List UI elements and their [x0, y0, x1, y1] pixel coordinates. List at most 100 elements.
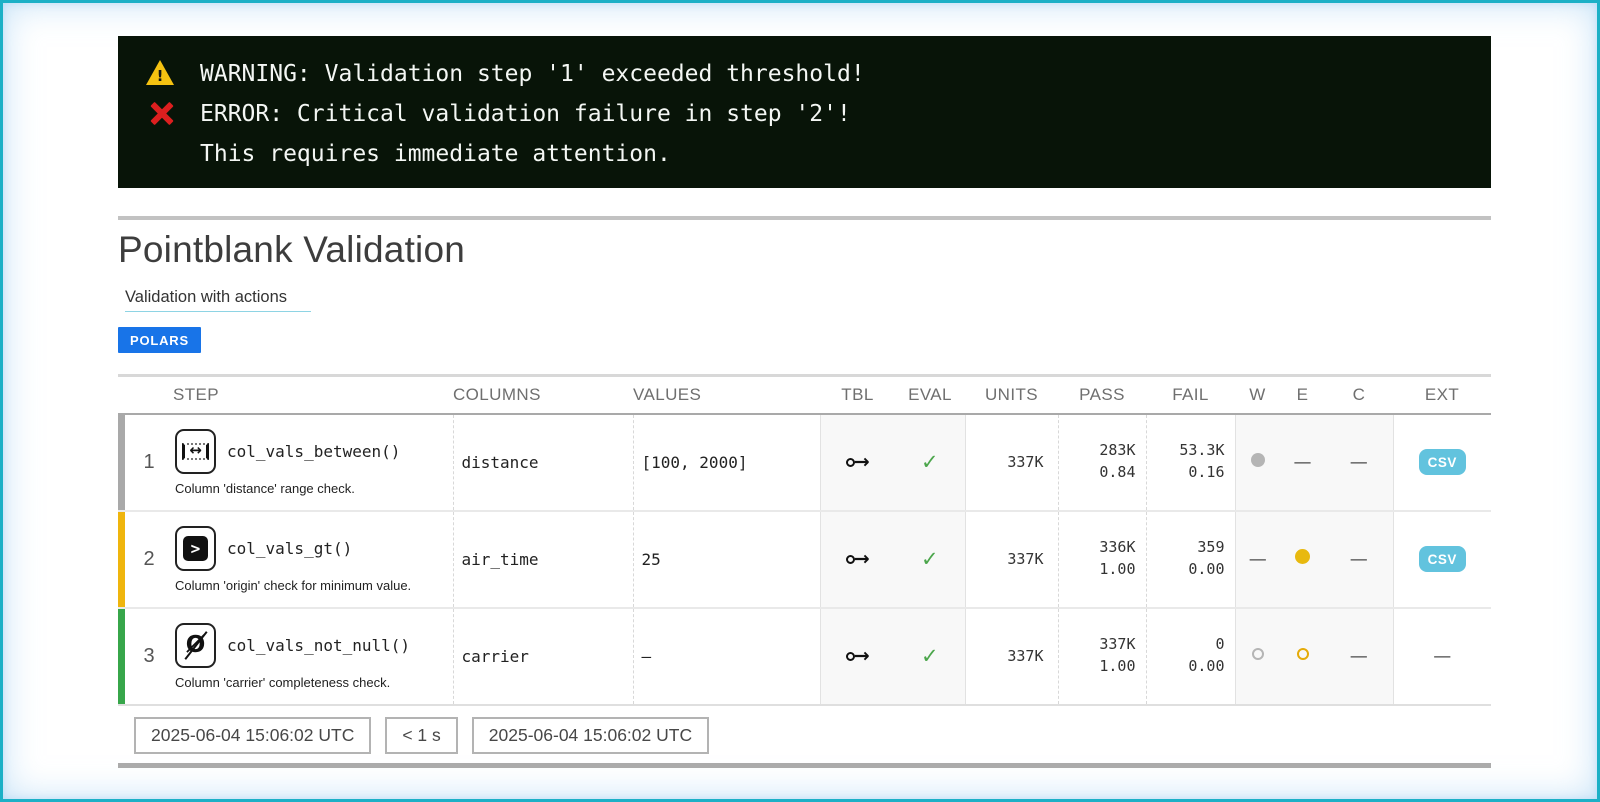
- step-cell: > col_vals_gt() Column 'origin' check fo…: [173, 509, 453, 608]
- header-step: STEP: [173, 384, 220, 404]
- pass-count: 283K: [1099, 441, 1136, 460]
- severity-bar: [118, 606, 125, 706]
- tbl-cell: →: [819, 509, 895, 608]
- fail-count: 359: [1197, 538, 1225, 557]
- header-units: UNITS: [985, 384, 1038, 404]
- header-e: E: [1296, 384, 1309, 404]
- table-row: 3 Ø col_vals_not_null() Column 'carrier'…: [118, 606, 1491, 706]
- critical-cell: —: [1325, 606, 1393, 706]
- warning-cell: [1234, 606, 1280, 706]
- severity-bar: [118, 509, 125, 608]
- table-arrow-icon: →: [845, 646, 870, 666]
- critical-cell: —: [1325, 509, 1393, 608]
- header-ext: EXT: [1424, 384, 1460, 404]
- csv-download-button[interactable]: CSV: [1418, 449, 1466, 475]
- detail-line: This requires immediate attention.: [144, 134, 1491, 174]
- validation-table: STEP COLUMNS VALUES TBL EVAL UNITS PASS …: [118, 374, 1491, 706]
- dash-none: —: [1349, 548, 1368, 570]
- eval-cell: ✓: [895, 413, 965, 511]
- fail-fraction: 0.00: [1188, 657, 1225, 675]
- dash-none: —: [1349, 451, 1368, 473]
- assertion-name: col_vals_not_null(): [227, 635, 411, 655]
- values-value: 25: [632, 509, 820, 608]
- duration: < 1 s: [385, 716, 458, 754]
- col-vals-gt-icon: >: [175, 525, 216, 571]
- step-cell: Ø col_vals_not_null() Column 'carrier' c…: [173, 606, 453, 706]
- table-arrow-icon: →: [845, 549, 870, 569]
- step-brief: Column 'origin' check for minimum value.: [175, 577, 412, 593]
- pass-fraction: 1.00: [1099, 657, 1136, 675]
- page-title: Pointblank Validation: [118, 229, 466, 270]
- error-text: ERROR: Critical validation failure in st…: [200, 101, 851, 127]
- eval-cell: ✓: [895, 606, 965, 706]
- values-value: —: [632, 606, 820, 706]
- critical-cell: —: [1325, 413, 1393, 511]
- report-subtitle: Validation with actions: [125, 288, 312, 312]
- header-values: VALUES: [633, 384, 702, 404]
- fail-cell: 0 0.00: [1145, 606, 1235, 706]
- table-footer: 2025-06-04 15:06:02 UTC < 1 s 2025-06-04…: [134, 716, 1491, 754]
- table-arrow-icon: →: [845, 452, 870, 472]
- columns-value: carrier: [452, 606, 633, 706]
- error-cell: —: [1280, 413, 1325, 511]
- error-cell: [1280, 606, 1325, 706]
- warning-cell: [1234, 413, 1280, 511]
- fail-count: 53.3K: [1179, 441, 1225, 460]
- ext-cell: CSV: [1392, 509, 1491, 608]
- units-value: 337K: [964, 606, 1058, 706]
- columns-value: air_time: [452, 509, 633, 608]
- values-value: [100, 2000]: [632, 413, 820, 511]
- step-number: 3: [125, 606, 173, 706]
- pass-fraction: 1.00: [1099, 560, 1136, 578]
- error-open-icon: [1296, 648, 1309, 660]
- step-number: 2: [125, 509, 173, 608]
- top-divider: [118, 216, 1491, 220]
- dash-none: —: [1248, 548, 1267, 570]
- terminal-alert-banner: ! WARNING: Validation step '1' exceeded …: [118, 36, 1491, 188]
- check-icon: ✓: [920, 644, 939, 668]
- fail-fraction: 0.16: [1188, 463, 1225, 481]
- report-content: ! WARNING: Validation step '1' exceeded …: [118, 3, 1491, 768]
- table-type-badge: POLARS: [118, 327, 201, 353]
- ext-cell: CSV: [1392, 413, 1491, 511]
- warning-text: WARNING: Validation step '1' exceeded th…: [200, 61, 865, 87]
- assertion-name: col_vals_gt(): [227, 538, 353, 558]
- dash-none: —: [1433, 645, 1452, 667]
- csv-download-button[interactable]: CSV: [1418, 546, 1466, 572]
- fail-cell: 359 0.00: [1145, 509, 1235, 608]
- columns-value: distance: [452, 413, 633, 511]
- header-c: C: [1352, 384, 1366, 404]
- header-tbl: TBL: [841, 384, 874, 404]
- warning-open-icon: [1251, 648, 1264, 660]
- warning-cell: —: [1234, 509, 1280, 608]
- end-time: 2025-06-04 15:06:02 UTC: [471, 716, 710, 754]
- pass-fraction: 0.84: [1099, 463, 1136, 481]
- fail-count: 0: [1215, 635, 1225, 654]
- pass-cell: 337K 1.00: [1057, 606, 1146, 706]
- warning-line: ! WARNING: Validation step '1' exceeded …: [144, 54, 1491, 94]
- header-w: W: [1249, 384, 1266, 404]
- check-icon: ✓: [920, 450, 939, 474]
- check-icon: ✓: [920, 547, 939, 571]
- fail-cell: 53.3K 0.16: [1145, 413, 1235, 511]
- assertion-name: col_vals_between(): [227, 441, 401, 461]
- error-line: ERROR: Critical validation failure in st…: [144, 94, 1491, 134]
- pass-cell: 336K 1.00: [1057, 509, 1146, 608]
- step-number: 1: [143, 450, 155, 473]
- header-fail: FAIL: [1172, 384, 1209, 404]
- fail-fraction: 0.00: [1188, 560, 1225, 578]
- header-pass: PASS: [1079, 384, 1125, 404]
- col-vals-not-null-icon: Ø: [175, 622, 216, 668]
- dash-none: —: [1349, 645, 1368, 667]
- col-vals-between-icon: ↔: [175, 428, 216, 474]
- units-value: 337K: [964, 509, 1058, 608]
- header-columns: COLUMNS: [453, 384, 541, 404]
- table-row: 1 ↔ col_vals_between() Column 'distance'…: [118, 413, 1491, 511]
- warning-triangle-icon: !: [144, 59, 178, 89]
- start-time: 2025-06-04 15:06:02 UTC: [134, 716, 372, 754]
- pass-count: 337K: [1099, 635, 1136, 654]
- tbl-cell: →: [819, 606, 895, 706]
- header-row: STEP COLUMNS VALUES TBL EVAL UNITS PASS …: [118, 375, 1491, 414]
- error-x-icon: [144, 99, 178, 129]
